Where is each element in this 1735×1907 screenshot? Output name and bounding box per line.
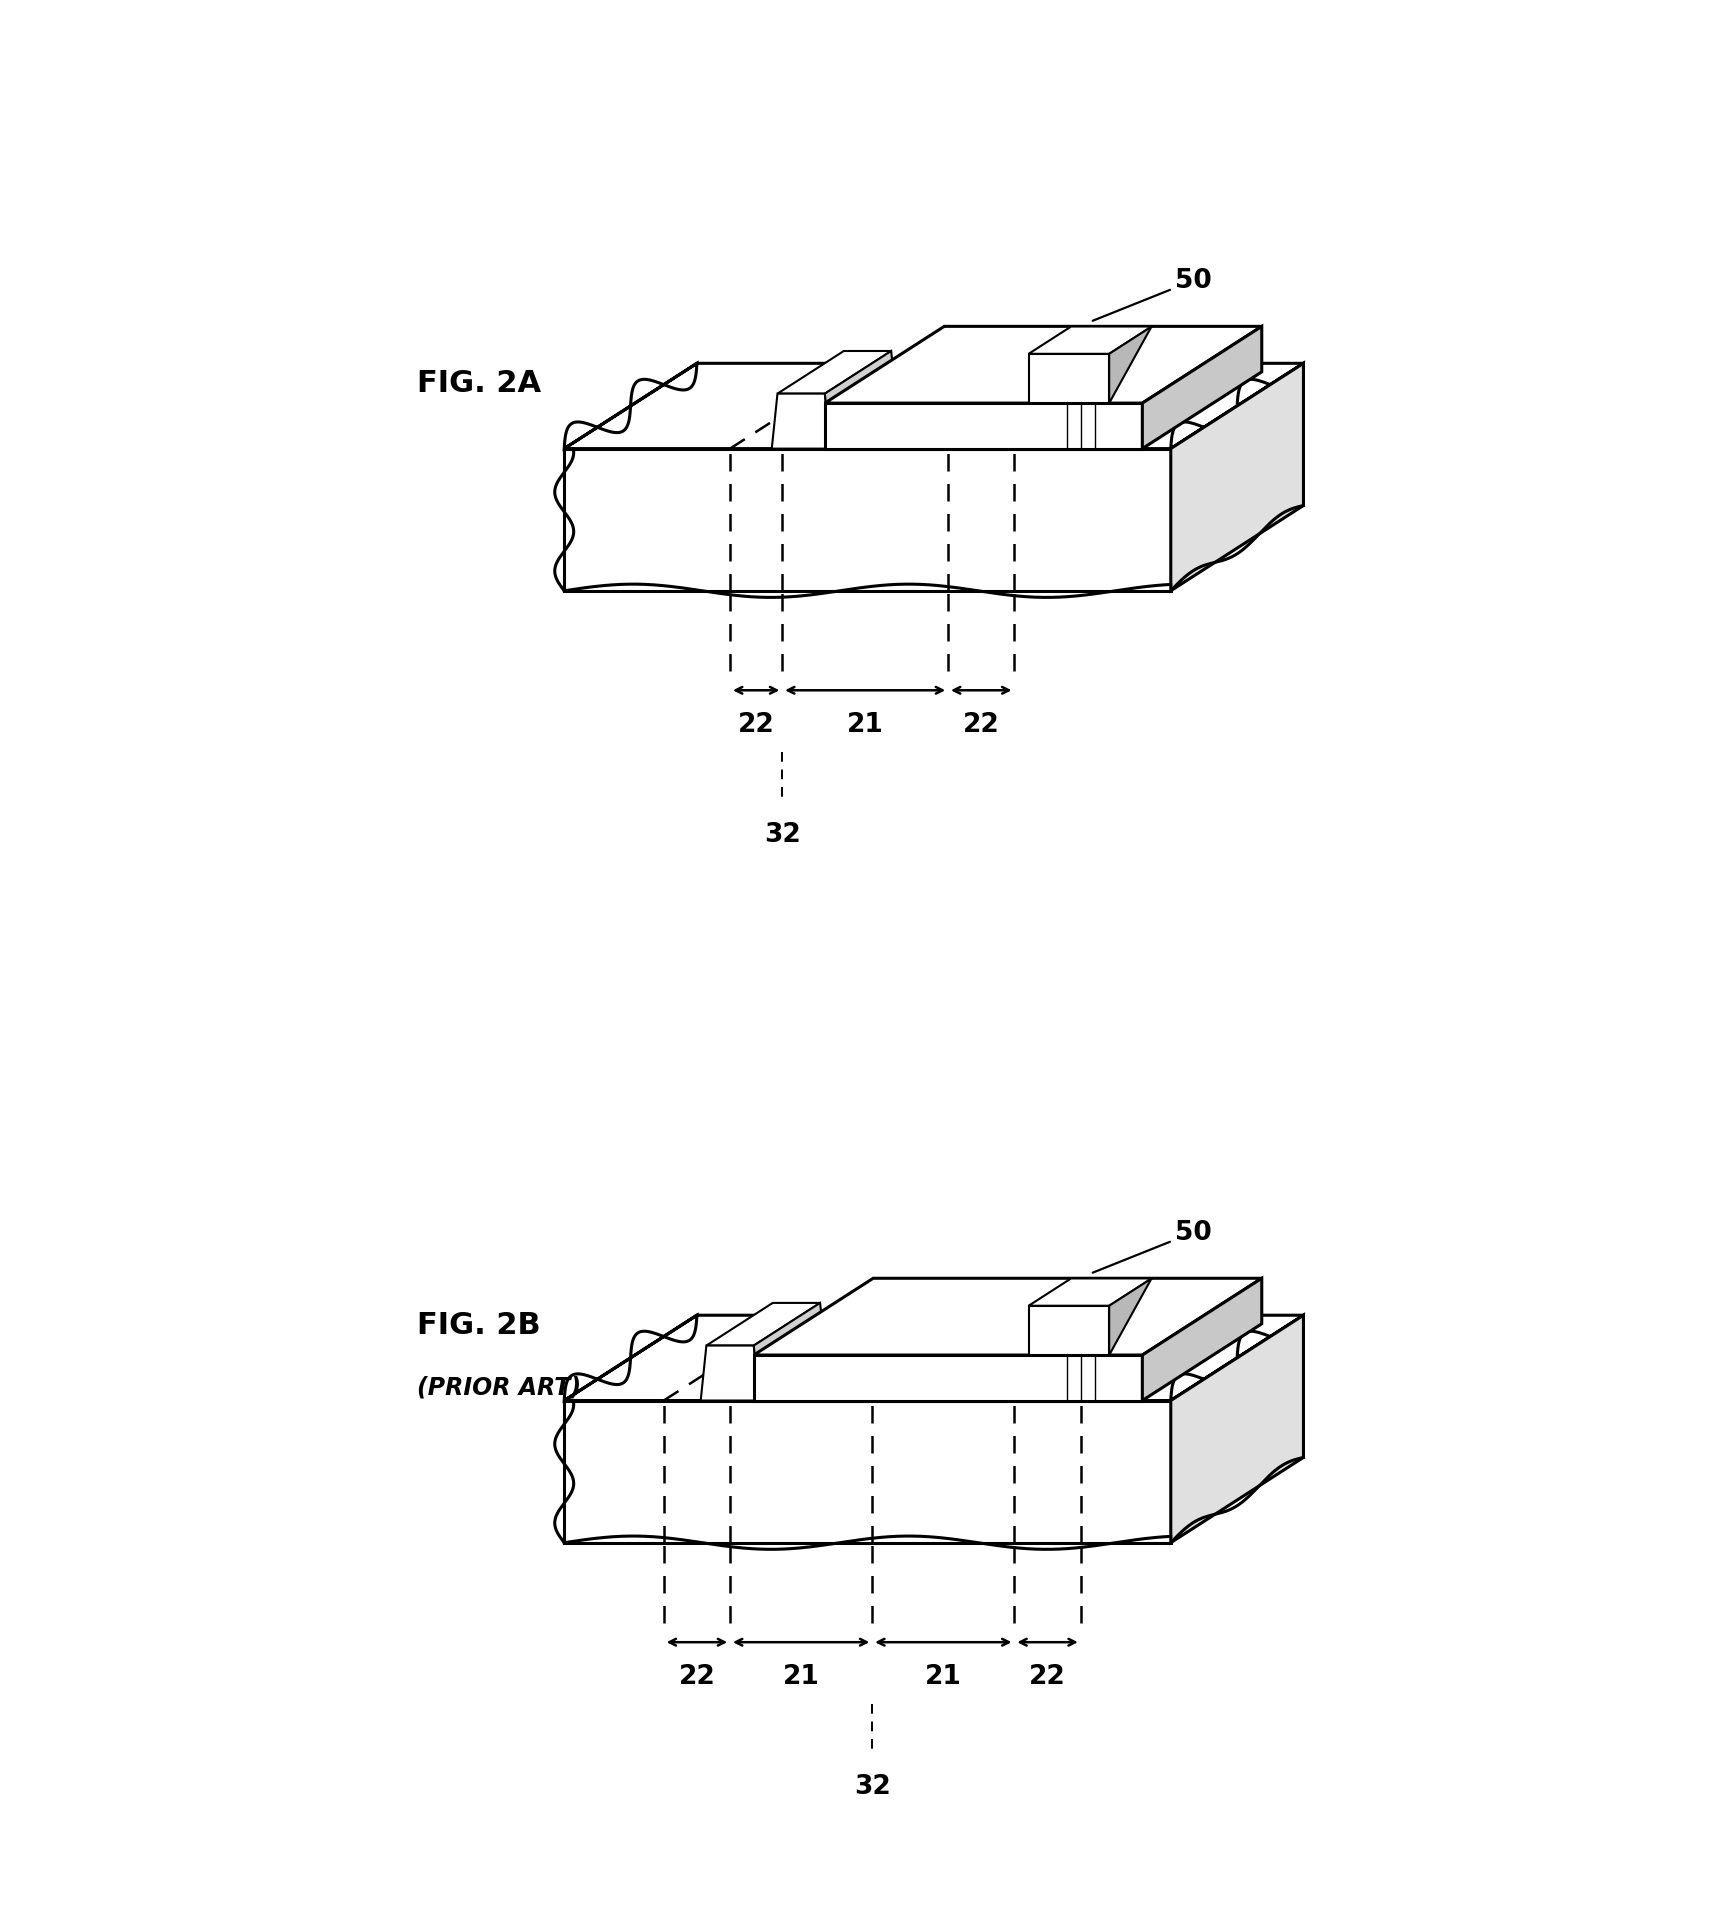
Polygon shape xyxy=(1171,364,1303,591)
Polygon shape xyxy=(824,404,1142,450)
Polygon shape xyxy=(564,364,1303,450)
Polygon shape xyxy=(753,1302,826,1402)
Polygon shape xyxy=(1142,1278,1261,1402)
Polygon shape xyxy=(564,1316,1303,1402)
Text: 22: 22 xyxy=(678,1663,715,1690)
Text: 32: 32 xyxy=(763,822,800,847)
Polygon shape xyxy=(1029,355,1109,404)
Text: 22: 22 xyxy=(963,711,999,738)
Text: (PRIOR ART): (PRIOR ART) xyxy=(418,1375,581,1398)
Text: FIG. 2A: FIG. 2A xyxy=(418,368,541,397)
Polygon shape xyxy=(564,1402,1171,1543)
Polygon shape xyxy=(1029,1306,1109,1356)
Polygon shape xyxy=(706,1302,821,1346)
Polygon shape xyxy=(1029,328,1152,355)
Polygon shape xyxy=(777,351,892,395)
Text: 50: 50 xyxy=(1093,1220,1213,1274)
Polygon shape xyxy=(824,351,897,450)
Polygon shape xyxy=(1109,1278,1152,1356)
Text: 22: 22 xyxy=(1029,1663,1065,1690)
Polygon shape xyxy=(824,328,1261,404)
Polygon shape xyxy=(701,1346,760,1402)
Text: FIG. 2B: FIG. 2B xyxy=(418,1310,541,1339)
Text: 21: 21 xyxy=(782,1663,819,1690)
Polygon shape xyxy=(753,1278,1261,1356)
Text: 22: 22 xyxy=(737,711,774,738)
Text: 50: 50 xyxy=(1093,269,1213,322)
Polygon shape xyxy=(564,450,1171,591)
Polygon shape xyxy=(1109,328,1152,404)
Polygon shape xyxy=(753,1356,1142,1402)
Polygon shape xyxy=(1029,1280,1152,1306)
Text: 32: 32 xyxy=(854,1774,890,1798)
Polygon shape xyxy=(772,395,831,450)
Text: 21: 21 xyxy=(847,711,883,738)
Polygon shape xyxy=(1171,1316,1303,1543)
Polygon shape xyxy=(1142,328,1261,450)
Text: 21: 21 xyxy=(925,1663,961,1690)
